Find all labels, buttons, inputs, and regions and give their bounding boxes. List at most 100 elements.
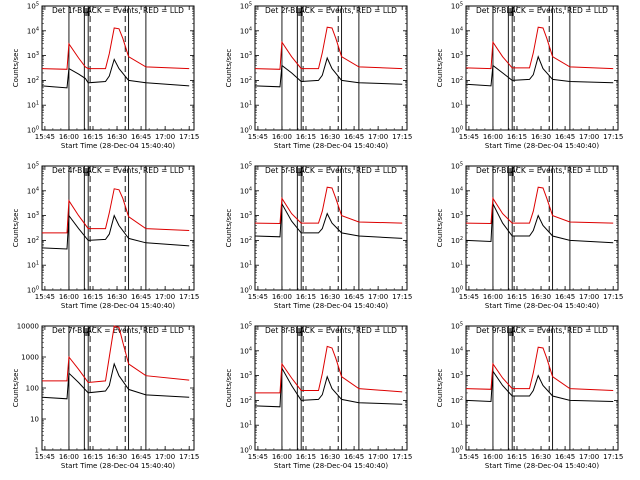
y-axis-label: Counts/sec	[436, 369, 444, 408]
x-tick-label: 16:15	[507, 133, 527, 141]
x-tick-label: 17:00	[579, 453, 599, 461]
x-tick-label: 16:00	[59, 453, 79, 461]
y-tick-label: 102	[27, 236, 39, 245]
plot-frame	[465, 325, 619, 451]
panel-title: Det 3f-BLACK = Events, RED = LLD	[476, 6, 608, 15]
plot-frame	[254, 165, 408, 291]
series-events-line	[41, 362, 190, 400]
y-tick-label: 104	[240, 26, 252, 35]
y-tick-label: 102	[240, 396, 252, 405]
x-tick-label: 17:00	[155, 133, 175, 141]
y-axis-label: Counts/sec	[12, 49, 20, 88]
x-tick-label: 16:45	[344, 293, 364, 301]
series-events-line	[254, 366, 403, 408]
x-tick-label: 17:15	[603, 133, 623, 141]
y-tick-label: 105	[27, 162, 39, 171]
x-tick-label: 16:15	[296, 133, 316, 141]
x-tick-label: 16:45	[131, 133, 151, 141]
x-tick-label: 16:00	[483, 133, 503, 141]
plot-frame	[41, 5, 195, 131]
y-tick-label: 104	[451, 26, 463, 35]
x-tick-label: 16:15	[83, 293, 103, 301]
y-tick-label: 105	[240, 322, 252, 331]
x-tick-label: 15:45	[35, 453, 55, 461]
x-tick-label: 17:15	[179, 133, 199, 141]
series-lld-line	[465, 26, 614, 70]
y-tick-label: 101	[451, 421, 463, 430]
y-tick-label: 102	[240, 76, 252, 85]
panel-title: Det 1f-BLACK = Events, RED = LLD	[52, 6, 184, 15]
y-tick-label: 100	[240, 446, 252, 455]
y-tick-label: 104	[240, 346, 252, 355]
x-axis-label: Start Time (28-Dec-04 15:40:40)	[61, 302, 175, 310]
y-axis-label: Counts/sec	[225, 369, 233, 408]
x-tick-label: 16:30	[320, 293, 340, 301]
y-tick-label: 104	[451, 346, 463, 355]
x-tick-label: 16:00	[59, 293, 79, 301]
y-tick-label: 104	[27, 26, 39, 35]
x-tick-label: 17:15	[603, 453, 623, 461]
y-tick-label: 105	[240, 162, 252, 171]
x-tick-label: 16:30	[320, 453, 340, 461]
y-axis-label: Counts/sec	[436, 49, 444, 88]
x-tick-label: 15:45	[248, 293, 268, 301]
x-tick-label: 16:30	[531, 133, 551, 141]
x-tick-label: 15:45	[35, 133, 55, 141]
x-tick-label: 16:45	[555, 133, 575, 141]
y-tick-label: 102	[451, 396, 463, 405]
y-tick-label: 103	[27, 51, 39, 60]
y-axis-label: Counts/sec	[12, 209, 20, 248]
y-tick-label: 105	[451, 2, 463, 11]
y-tick-label: 105	[27, 2, 39, 11]
y-axis-label: Counts/sec	[225, 49, 233, 88]
y-tick-label: 102	[451, 76, 463, 85]
x-tick-label: 16:30	[531, 453, 551, 461]
panel-title: Det 7f-BLACK = Events, RED = LLD	[52, 326, 184, 335]
x-tick-label: 17:15	[179, 453, 199, 461]
x-tick-label: 16:00	[59, 133, 79, 141]
panel-title: Det 4f-BLACK = Events, RED = LLD	[52, 166, 184, 175]
y-tick-label: 100	[451, 446, 463, 455]
x-axis-label: Start Time (28-Dec-04 15:40:40)	[274, 142, 388, 150]
x-tick-label: 17:00	[368, 133, 388, 141]
x-tick-label: 17:15	[392, 133, 412, 141]
x-tick-label: 17:15	[179, 293, 199, 301]
x-tick-label: 15:45	[459, 133, 479, 141]
x-tick-label: 17:00	[368, 293, 388, 301]
x-tick-label: 16:00	[483, 453, 503, 461]
series-events-line	[465, 369, 614, 403]
y-tick-label: 101	[240, 101, 252, 110]
y-tick-label: 103	[451, 211, 463, 220]
y-tick-label: 101	[240, 421, 252, 430]
y-tick-label: 105	[451, 322, 463, 331]
x-tick-label: 16:30	[107, 293, 127, 301]
panel-7: Det 7f-BLACK = Events, RED = LLD 1 10 100 10…	[12, 323, 199, 471]
y-tick-label: 105	[240, 2, 252, 11]
x-tick-label: 16:45	[131, 453, 151, 461]
x-axis-label: Start Time (28-Dec-04 15:40:40)	[485, 142, 599, 150]
series-events-line	[41, 214, 190, 250]
series-lld-line	[465, 186, 614, 225]
x-tick-label: 15:45	[248, 133, 268, 141]
x-tick-label: 16:30	[320, 133, 340, 141]
x-tick-label: 16:00	[272, 293, 292, 301]
y-axis-label: Counts/sec	[225, 209, 233, 248]
y-tick-label: 103	[240, 371, 252, 380]
y-tick-label: 101	[451, 101, 463, 110]
x-tick-label: 16:00	[483, 293, 503, 301]
series-events-line	[465, 55, 614, 87]
y-tick-label: 100	[27, 126, 39, 135]
x-tick-label: 17:00	[155, 453, 175, 461]
y-tick-label: 101	[27, 101, 39, 110]
x-tick-label: 16:30	[531, 293, 551, 301]
panel-title: Det 6f-BLACK = Events, RED = LLD	[476, 166, 608, 175]
x-tick-label: 17:00	[155, 293, 175, 301]
panel-2: Det 2f-BLACK = Events, RED = LLD 100 101 10…	[225, 2, 412, 151]
x-tick-label: 17:00	[579, 293, 599, 301]
series-lld-line	[254, 26, 403, 70]
y-tick-label: 102	[27, 76, 39, 85]
x-tick-label: 16:15	[507, 453, 527, 461]
series-lld-line	[254, 186, 403, 225]
y-tick-label: 103	[451, 371, 463, 380]
x-tick-label: 16:45	[344, 453, 364, 461]
